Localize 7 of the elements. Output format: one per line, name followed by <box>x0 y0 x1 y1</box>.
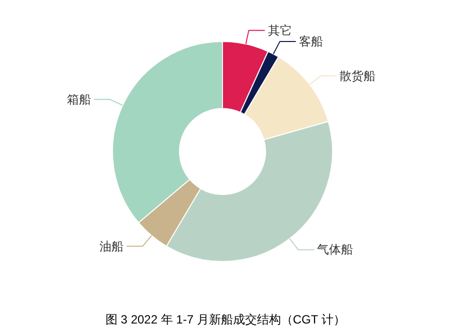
text: 图 3 2022 年 1-7 月新船成交结构（CGT 计） <box>105 312 346 326</box>
slice-label: 其它 <box>268 23 292 38</box>
slice-label: 气体船 <box>317 242 354 257</box>
slice-label: 散货船 <box>340 68 376 83</box>
slice-label: 箱船 <box>66 92 91 106</box>
slice-label: 客船 <box>298 34 323 49</box>
slice-label: 油船 <box>100 239 124 254</box>
